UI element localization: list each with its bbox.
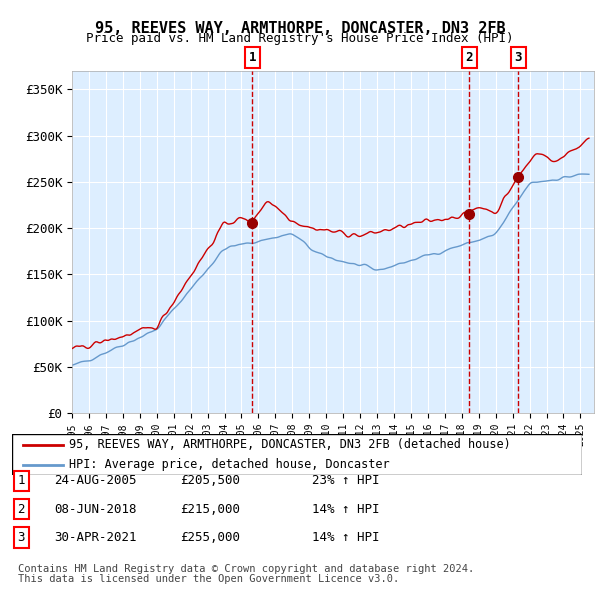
Text: £205,500: £205,500 bbox=[180, 474, 240, 487]
Text: This data is licensed under the Open Government Licence v3.0.: This data is licensed under the Open Gov… bbox=[18, 575, 399, 584]
Text: 1: 1 bbox=[17, 474, 25, 487]
Text: 30-APR-2021: 30-APR-2021 bbox=[54, 531, 137, 544]
Text: £255,000: £255,000 bbox=[180, 531, 240, 544]
Text: Contains HM Land Registry data © Crown copyright and database right 2024.: Contains HM Land Registry data © Crown c… bbox=[18, 565, 474, 574]
Text: 2: 2 bbox=[466, 51, 473, 64]
Text: 95, REEVES WAY, ARMTHORPE, DONCASTER, DN3 2FB: 95, REEVES WAY, ARMTHORPE, DONCASTER, DN… bbox=[95, 21, 505, 35]
Text: 2: 2 bbox=[17, 503, 25, 516]
Text: 3: 3 bbox=[514, 51, 522, 64]
Text: HPI: Average price, detached house, Doncaster: HPI: Average price, detached house, Donc… bbox=[69, 458, 389, 471]
Text: Price paid vs. HM Land Registry's House Price Index (HPI): Price paid vs. HM Land Registry's House … bbox=[86, 32, 514, 45]
Text: 23% ↑ HPI: 23% ↑ HPI bbox=[312, 474, 380, 487]
Text: £215,000: £215,000 bbox=[180, 503, 240, 516]
Text: 1: 1 bbox=[249, 51, 256, 64]
Text: 95, REEVES WAY, ARMTHORPE, DONCASTER, DN3 2FB (detached house): 95, REEVES WAY, ARMTHORPE, DONCASTER, DN… bbox=[69, 438, 511, 451]
Text: 08-JUN-2018: 08-JUN-2018 bbox=[54, 503, 137, 516]
Text: 3: 3 bbox=[17, 531, 25, 544]
Text: 14% ↑ HPI: 14% ↑ HPI bbox=[312, 531, 380, 544]
Text: 24-AUG-2005: 24-AUG-2005 bbox=[54, 474, 137, 487]
FancyBboxPatch shape bbox=[12, 434, 582, 475]
Text: 14% ↑ HPI: 14% ↑ HPI bbox=[312, 503, 380, 516]
